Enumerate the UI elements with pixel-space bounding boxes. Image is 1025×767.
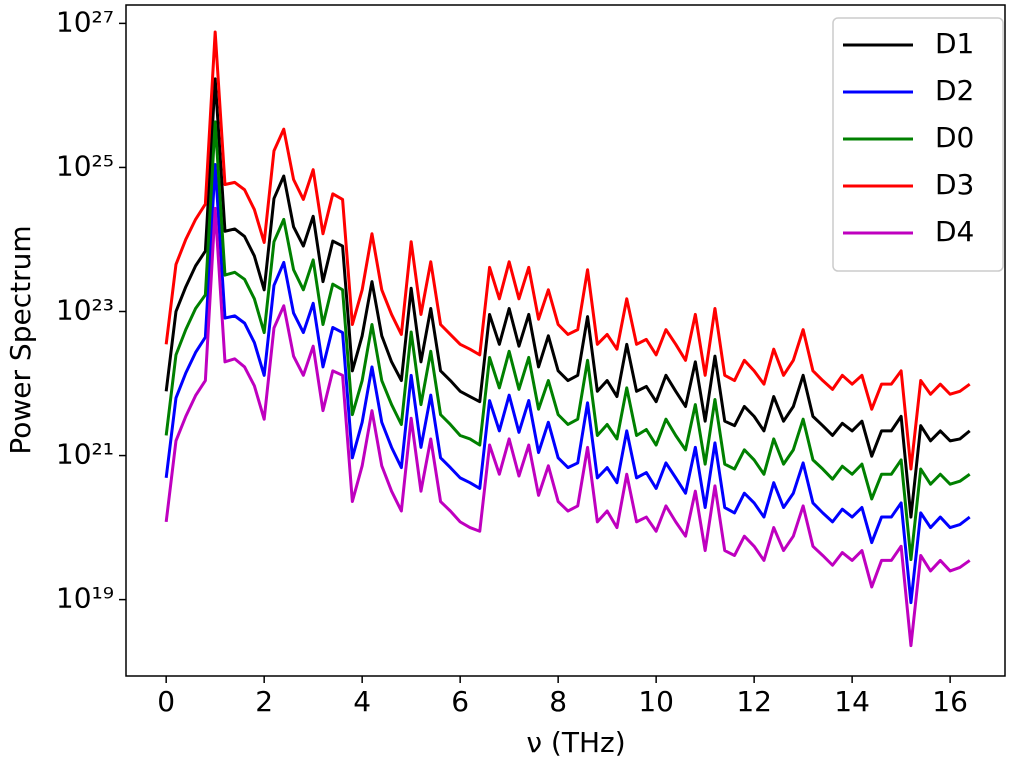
legend-label: D2 xyxy=(935,74,974,107)
x-tick-label: 6 xyxy=(451,685,469,718)
x-tick-label: 4 xyxy=(353,685,371,718)
legend-label: D0 xyxy=(935,121,974,154)
legend-label: D4 xyxy=(935,215,974,248)
y-tick-label: 10¹⁹ xyxy=(56,582,114,615)
series-line xyxy=(164,206,971,648)
y-tick-label: 10²³ xyxy=(56,294,114,327)
legend-label: D1 xyxy=(935,27,974,60)
x-tick-label: 2 xyxy=(255,685,273,718)
plot-frame xyxy=(125,4,1006,677)
y-axis-label: Power Spectrum xyxy=(4,225,37,454)
legend-label: D3 xyxy=(935,168,974,201)
x-tick-label: 12 xyxy=(736,685,772,718)
y-tick-label: 10²¹ xyxy=(56,438,114,471)
y-tick-label: 10²⁵ xyxy=(56,149,114,182)
x-tick-label: 16 xyxy=(932,685,968,718)
series-line xyxy=(164,162,971,605)
x-tick-label: 8 xyxy=(549,685,567,718)
plot-area xyxy=(164,30,971,648)
x-tick-label: 0 xyxy=(157,685,175,718)
series-line xyxy=(164,77,971,519)
series-line xyxy=(164,120,971,562)
y-tick-label: 10²⁷ xyxy=(56,5,114,38)
x-axis-label: ν (THz) xyxy=(526,726,625,759)
legend-box xyxy=(832,17,1004,272)
series-line xyxy=(164,30,971,471)
x-tick-label: 14 xyxy=(834,685,870,718)
x-tick-label: 10 xyxy=(638,685,674,718)
